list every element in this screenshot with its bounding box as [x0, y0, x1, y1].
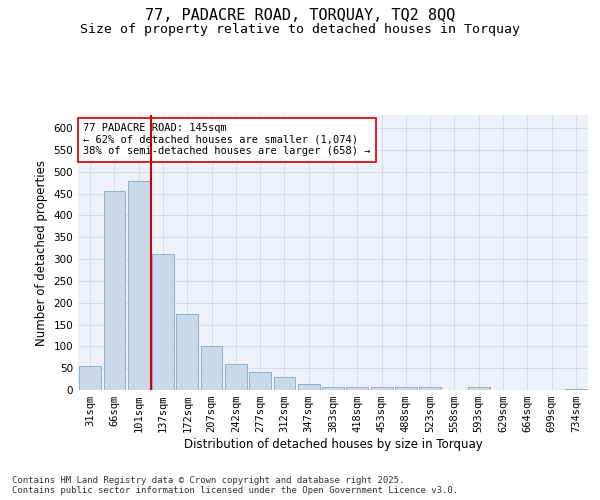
X-axis label: Distribution of detached houses by size in Torquay: Distribution of detached houses by size …	[184, 438, 482, 451]
Text: Contains HM Land Registry data © Crown copyright and database right 2025.: Contains HM Land Registry data © Crown c…	[12, 476, 404, 485]
Bar	[298, 384, 320, 390]
Bar	[274, 377, 295, 390]
Bar	[152, 254, 174, 390]
Bar	[79, 366, 101, 390]
Text: 77 PADACRE ROAD: 145sqm
← 62% of detached houses are smaller (1,074)
38% of semi: 77 PADACRE ROAD: 145sqm ← 62% of detache…	[83, 123, 371, 156]
Bar	[468, 386, 490, 390]
Bar	[565, 388, 587, 390]
Y-axis label: Number of detached properties: Number of detached properties	[35, 160, 48, 346]
Bar	[128, 182, 149, 390]
Bar	[371, 386, 392, 390]
Bar	[176, 314, 198, 390]
Text: Size of property relative to detached houses in Torquay: Size of property relative to detached ho…	[80, 22, 520, 36]
Bar	[346, 386, 368, 390]
Bar	[200, 346, 223, 390]
Bar	[322, 386, 344, 390]
Bar	[395, 386, 417, 390]
Text: Contains public sector information licensed under the Open Government Licence v3: Contains public sector information licen…	[12, 486, 458, 495]
Bar	[104, 192, 125, 390]
Bar	[419, 388, 441, 390]
Bar	[225, 364, 247, 390]
Bar	[249, 372, 271, 390]
Text: 77, PADACRE ROAD, TORQUAY, TQ2 8QQ: 77, PADACRE ROAD, TORQUAY, TQ2 8QQ	[145, 8, 455, 22]
